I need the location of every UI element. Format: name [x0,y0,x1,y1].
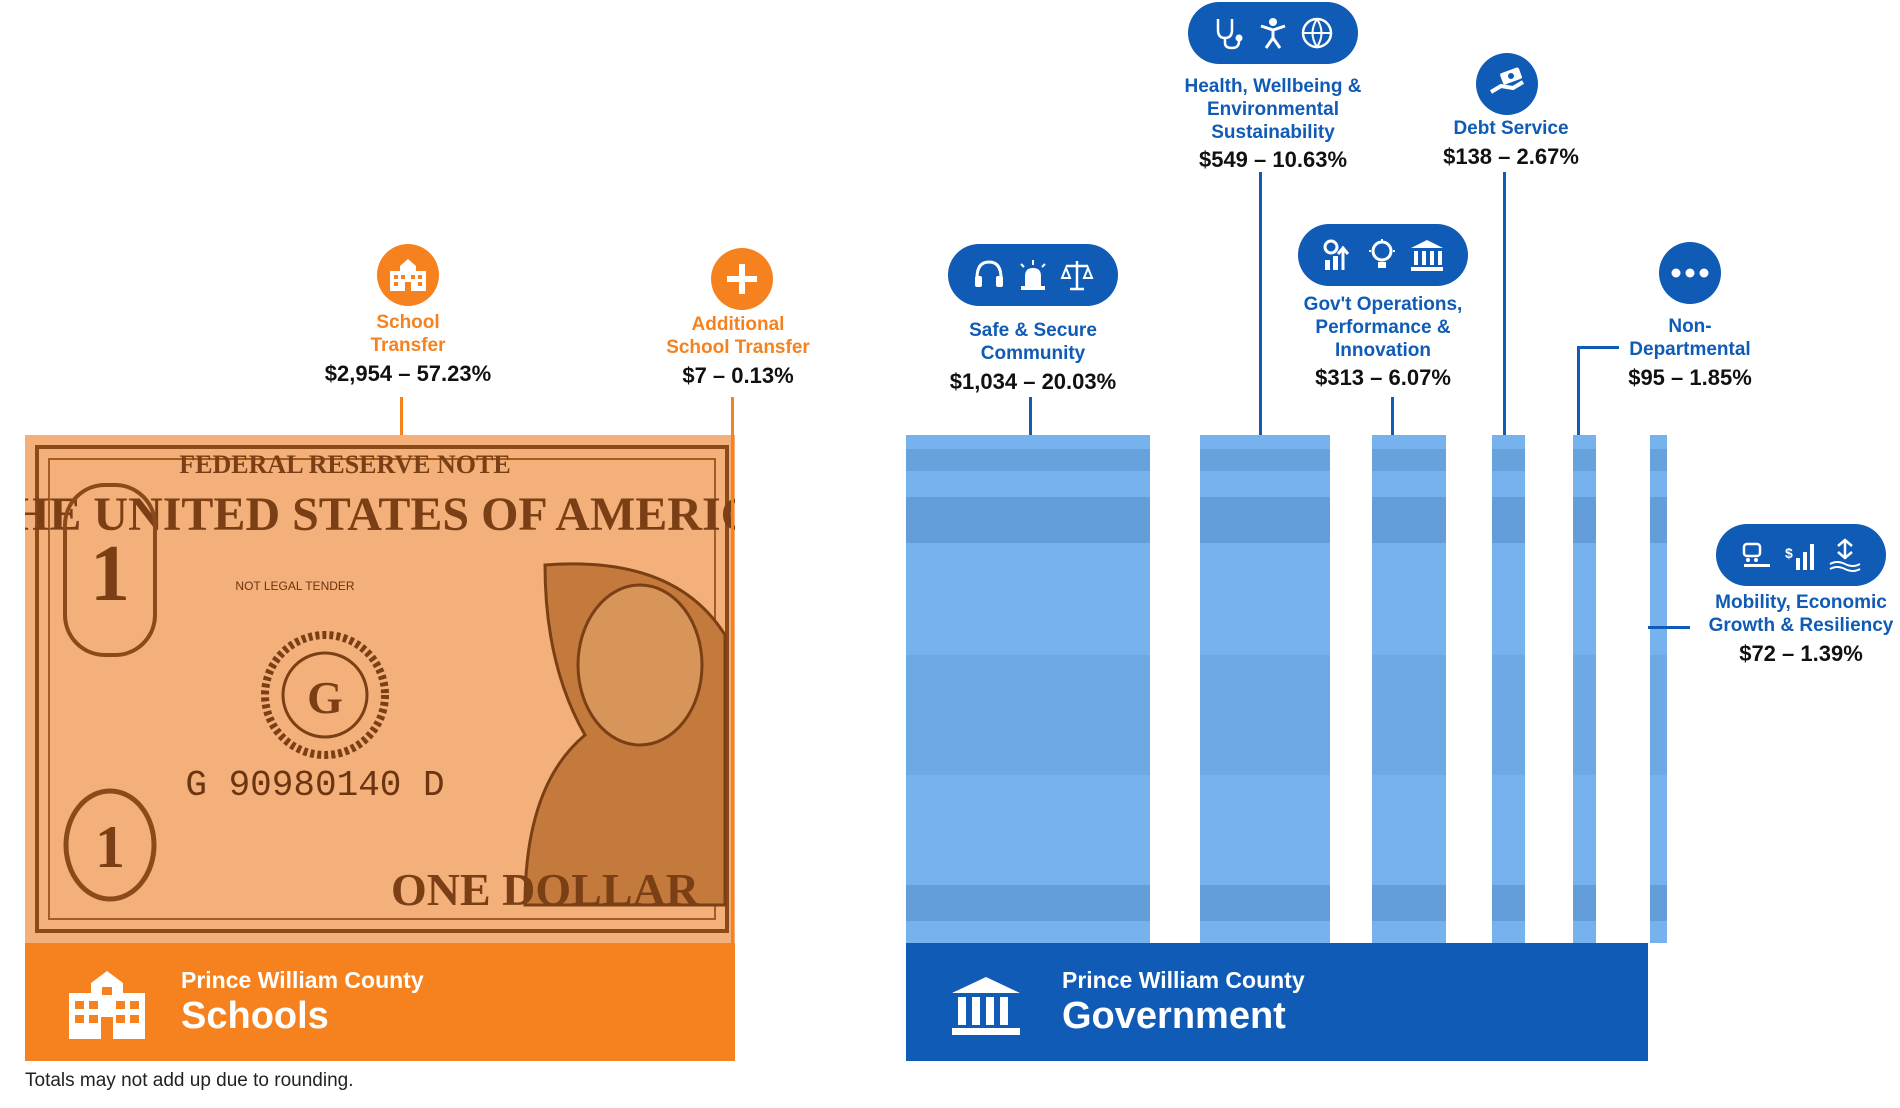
label-health-name: Health, Wellbeing & Environmental Sustai… [1184,76,1362,143]
leader-line-nondept-v [1577,346,1580,435]
debt-service-amount: $138 [1443,143,1493,169]
bill-digit-bottom: 1 [95,814,125,880]
leader-line-additional-transfer [731,397,734,943]
label-operations: Gov't Operations, Performance & Innovati… [1263,294,1503,392]
bill-slice-5 [1573,435,1596,943]
bill-reserve-text: FEDERAL RESERVE NOTE [179,450,510,479]
label-non-departmental-name: Non-Departmental [1629,316,1751,360]
siren-icon [1020,260,1046,290]
label-school-transfer: School Transfer $2,954 – 57.23% [308,312,508,387]
debt-service-percent: 2.67% [1516,143,1579,169]
safe-secure-percent: 20.03% [1041,368,1117,394]
mobility-amount: $72 [1739,640,1776,666]
label-safe-secure-value: $1,034 – 20.03% [949,368,1117,394]
bill-slice-1 [906,435,1150,943]
headset-icon [975,260,1003,287]
resiliency-arrow-icon [1829,538,1861,572]
ellipsis-icon [1659,242,1721,304]
label-mobility-value: $72 – 1.39% [1739,640,1863,666]
health-percent: 10.63% [1272,147,1348,173]
mobility-icons: $ [1716,524,1886,586]
mobility-percent: 1.39% [1800,640,1863,666]
bill-slice-3 [1372,435,1446,943]
government-footer-line2: Government [1062,995,1286,1037]
schools-building-icon [69,971,145,1039]
bill-serial-text: G 90980140 D [185,765,444,806]
gear-chart-icon [1323,239,1350,270]
health-icons [1188,2,1358,64]
label-debt-service-value: $138 – 2.67% [1443,143,1579,169]
school-building-icon [377,244,439,306]
label-non-departmental: Non-Departmental $95 – 1.85% [1595,316,1785,391]
label-school-transfer-name: School Transfer [370,312,446,356]
label-debt-service: Debt Service $138 – 2.67% [1411,118,1611,170]
operations-percent: 6.07% [1388,365,1451,391]
label-mobility-name: Mobility, Economic Growth & Resiliency [1708,592,1894,636]
plus-icon [711,248,773,310]
label-operations-name: Gov't Operations, Performance & Innovati… [1303,294,1463,361]
government-building-footer-icon [952,977,1020,1035]
leader-line-health [1259,172,1262,435]
bill-slice-2 [1200,435,1330,943]
leader-line-mobility [1648,626,1690,629]
school-transfer-amount: $2,954 [324,360,393,386]
bill-denomination-text: ONE DOLLAR [391,864,700,915]
label-operations-value: $313 – 6.07% [1315,365,1451,391]
label-mobility: Mobility, Economic Growth & Resiliency $… [1690,592,1900,667]
dollar-bill-drawing: FEDERAL RESERVE NOTE THE UNITED STATES O… [0,445,790,933]
label-debt-service-name: Debt Service [1453,118,1569,139]
schools-footer-bar: Prince William County Schools [25,943,735,1061]
leader-line-safe-secure [1029,397,1032,435]
growth-chart-icon: $ [1785,544,1814,570]
transit-icon [1742,542,1770,567]
bill-tender-text: NOT LEGAL TENDER [235,579,354,593]
government-building-icon [1411,240,1443,271]
school-transfer-percent: 57.23% [416,360,492,386]
label-safe-secure-name: Safe & Secure Community [969,320,1097,364]
safety-icons [948,244,1118,306]
additional-transfer-percent: 0.13% [731,362,794,388]
leader-line-operations [1391,397,1394,435]
label-additional-transfer: Additional School Transfer $7 – 0.13% [628,314,848,389]
label-safe-secure: Safe & Secure Community $1,034 – 20.03% [923,320,1143,395]
bill-slice-4 [1492,435,1525,943]
schools-footer-line2: Schools [181,995,329,1037]
bill-seal-letter: G [307,672,343,723]
non-departmental-percent: 1.85% [1689,364,1752,390]
bill-slice-6 [1650,435,1667,943]
non-departmental-amount: $95 [1628,364,1665,390]
label-health: Health, Wellbeing & Environmental Sustai… [1153,76,1393,174]
schools-footer-line1: Prince William County [181,967,424,993]
government-footer-line1: Prince William County [1062,967,1305,993]
safe-secure-amount: $1,034 [949,368,1018,394]
leader-line-school-transfer [400,397,403,435]
scales-icon [1060,261,1094,291]
debt-service-icon [1476,53,1538,115]
additional-transfer-amount: $7 [682,362,707,388]
leader-line-nondept-h [1577,346,1619,349]
rounding-footnote: Totals may not add up due to rounding. [25,1070,354,1091]
wellbeing-person-icon [1260,18,1286,49]
label-additional-transfer-name: Additional School Transfer [666,314,810,358]
government-footer-bar: Prince William County Government [906,943,1648,1061]
bill-digit-top: 1 [90,530,130,618]
operations-icons [1298,224,1468,286]
globe-leaf-icon [1301,17,1333,49]
operations-amount: $313 [1315,365,1365,391]
label-additional-transfer-value: $7 – 0.13% [682,362,794,388]
schools-bill-image: FEDERAL RESERVE NOTE THE UNITED STATES O… [0,435,790,943]
label-health-value: $549 – 10.63% [1198,147,1348,173]
svg-text:$: $ [1785,545,1793,561]
bill-country-text: THE UNITED STATES OF AMERICA [25,488,735,541]
health-amount: $549 [1198,147,1248,173]
lightbulb-icon [1369,239,1395,268]
leader-line-debt [1503,172,1506,435]
stethoscope-icon [1216,19,1243,50]
label-school-transfer-value: $2,954 – 57.23% [324,360,492,386]
label-non-departmental-value: $95 – 1.85% [1628,364,1752,390]
